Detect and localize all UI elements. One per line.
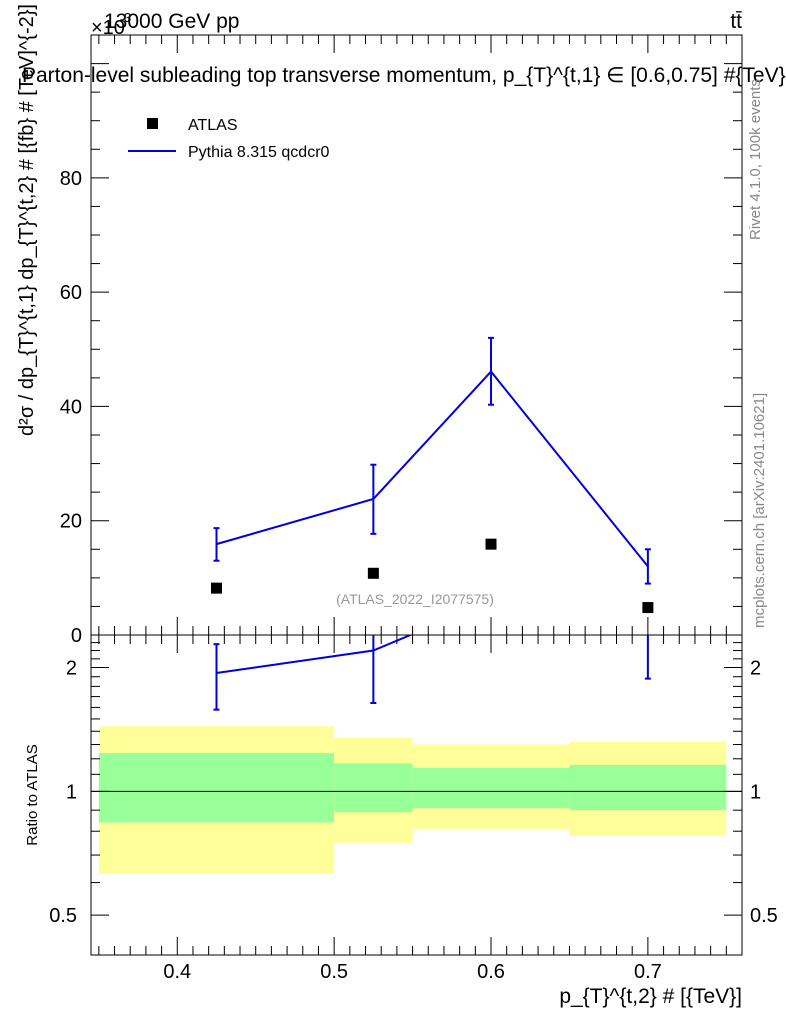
process-label: tt̄ [730, 10, 742, 33]
main-y-tick-label: 20 [60, 511, 82, 533]
ratio-mc-line [216, 635, 414, 674]
legend-mc-label: Pythia 8.315 qcdcr0 [188, 144, 330, 161]
ratio-y-tick-label-right: 0.5 [750, 905, 778, 927]
main-axis-ticks: 0 20 40 60 80 [60, 34, 742, 647]
ratio-uncertainty-bands [98, 726, 727, 874]
y-multiplier-exp: 3 [124, 10, 131, 25]
ratio-y-tick-label-left: 0.5 [49, 905, 77, 927]
ratio-panel-frame [90, 634, 743, 956]
atlas-data-point [367, 567, 379, 579]
ratio-y-axis-label: Ratio to ATLAS [24, 744, 41, 845]
mcplots-label: mcplots.cern.ch [arXiv:2401.10621] [751, 393, 768, 628]
main-y-tick-label: 40 [60, 396, 82, 418]
plot-title: Parton-level subleading top transverse m… [22, 64, 786, 87]
main-y-tick-label: 80 [60, 168, 82, 190]
main-y-tick-label: 0 [71, 625, 82, 647]
ratio-y-tick-label-right: 1 [750, 781, 761, 803]
rivet-label: Rivet 4.1.0, 100k events [747, 79, 764, 240]
legend-data-marker [147, 118, 158, 129]
x-tick-label: 0.5 [320, 961, 348, 983]
ratio-axis-ticks: 0.5 0.5 1 1 2 2 0.4 0.5 0.6 0.7 [49, 634, 778, 983]
energy-label: 13000 GeV pp [104, 10, 239, 33]
legend-data-label: ATLAS [188, 117, 238, 134]
mc-line [216, 370, 649, 568]
main-y-tick-label: 60 [60, 282, 82, 304]
atlas-data-point [642, 602, 654, 614]
ratio-band-inner-3 [569, 764, 727, 811]
analysis-watermark: (ATLAS_2022_I2077575) [336, 591, 494, 607]
ratio-band-inner-1 [334, 763, 413, 813]
ratio-y-tick-label-left: 1 [66, 781, 77, 803]
ratio-band-inner-0 [98, 752, 335, 823]
ratio-y-tick-label-left: 2 [66, 658, 77, 680]
main-series-group [210, 336, 654, 614]
ratio-series-group [213, 635, 651, 711]
y-multiplier: ×10 [91, 17, 125, 39]
x-tick-label: 0.7 [634, 961, 662, 983]
main-y-axis-label: d²σ / dp_{T}^{t,1} dp_{T}^{t,2} # [{fb} … [16, 4, 38, 436]
atlas-data-point [485, 538, 497, 550]
x-tick-label: 0.4 [163, 961, 191, 983]
ratio-y-tick-label-right: 2 [750, 658, 761, 680]
atlas-data-point [210, 582, 222, 594]
ratio-band-inner-2 [412, 767, 570, 809]
x-axis-label: p_{T}^{t,2} # [{TeV}] [559, 985, 742, 1008]
x-tick-label: 0.6 [477, 961, 505, 983]
